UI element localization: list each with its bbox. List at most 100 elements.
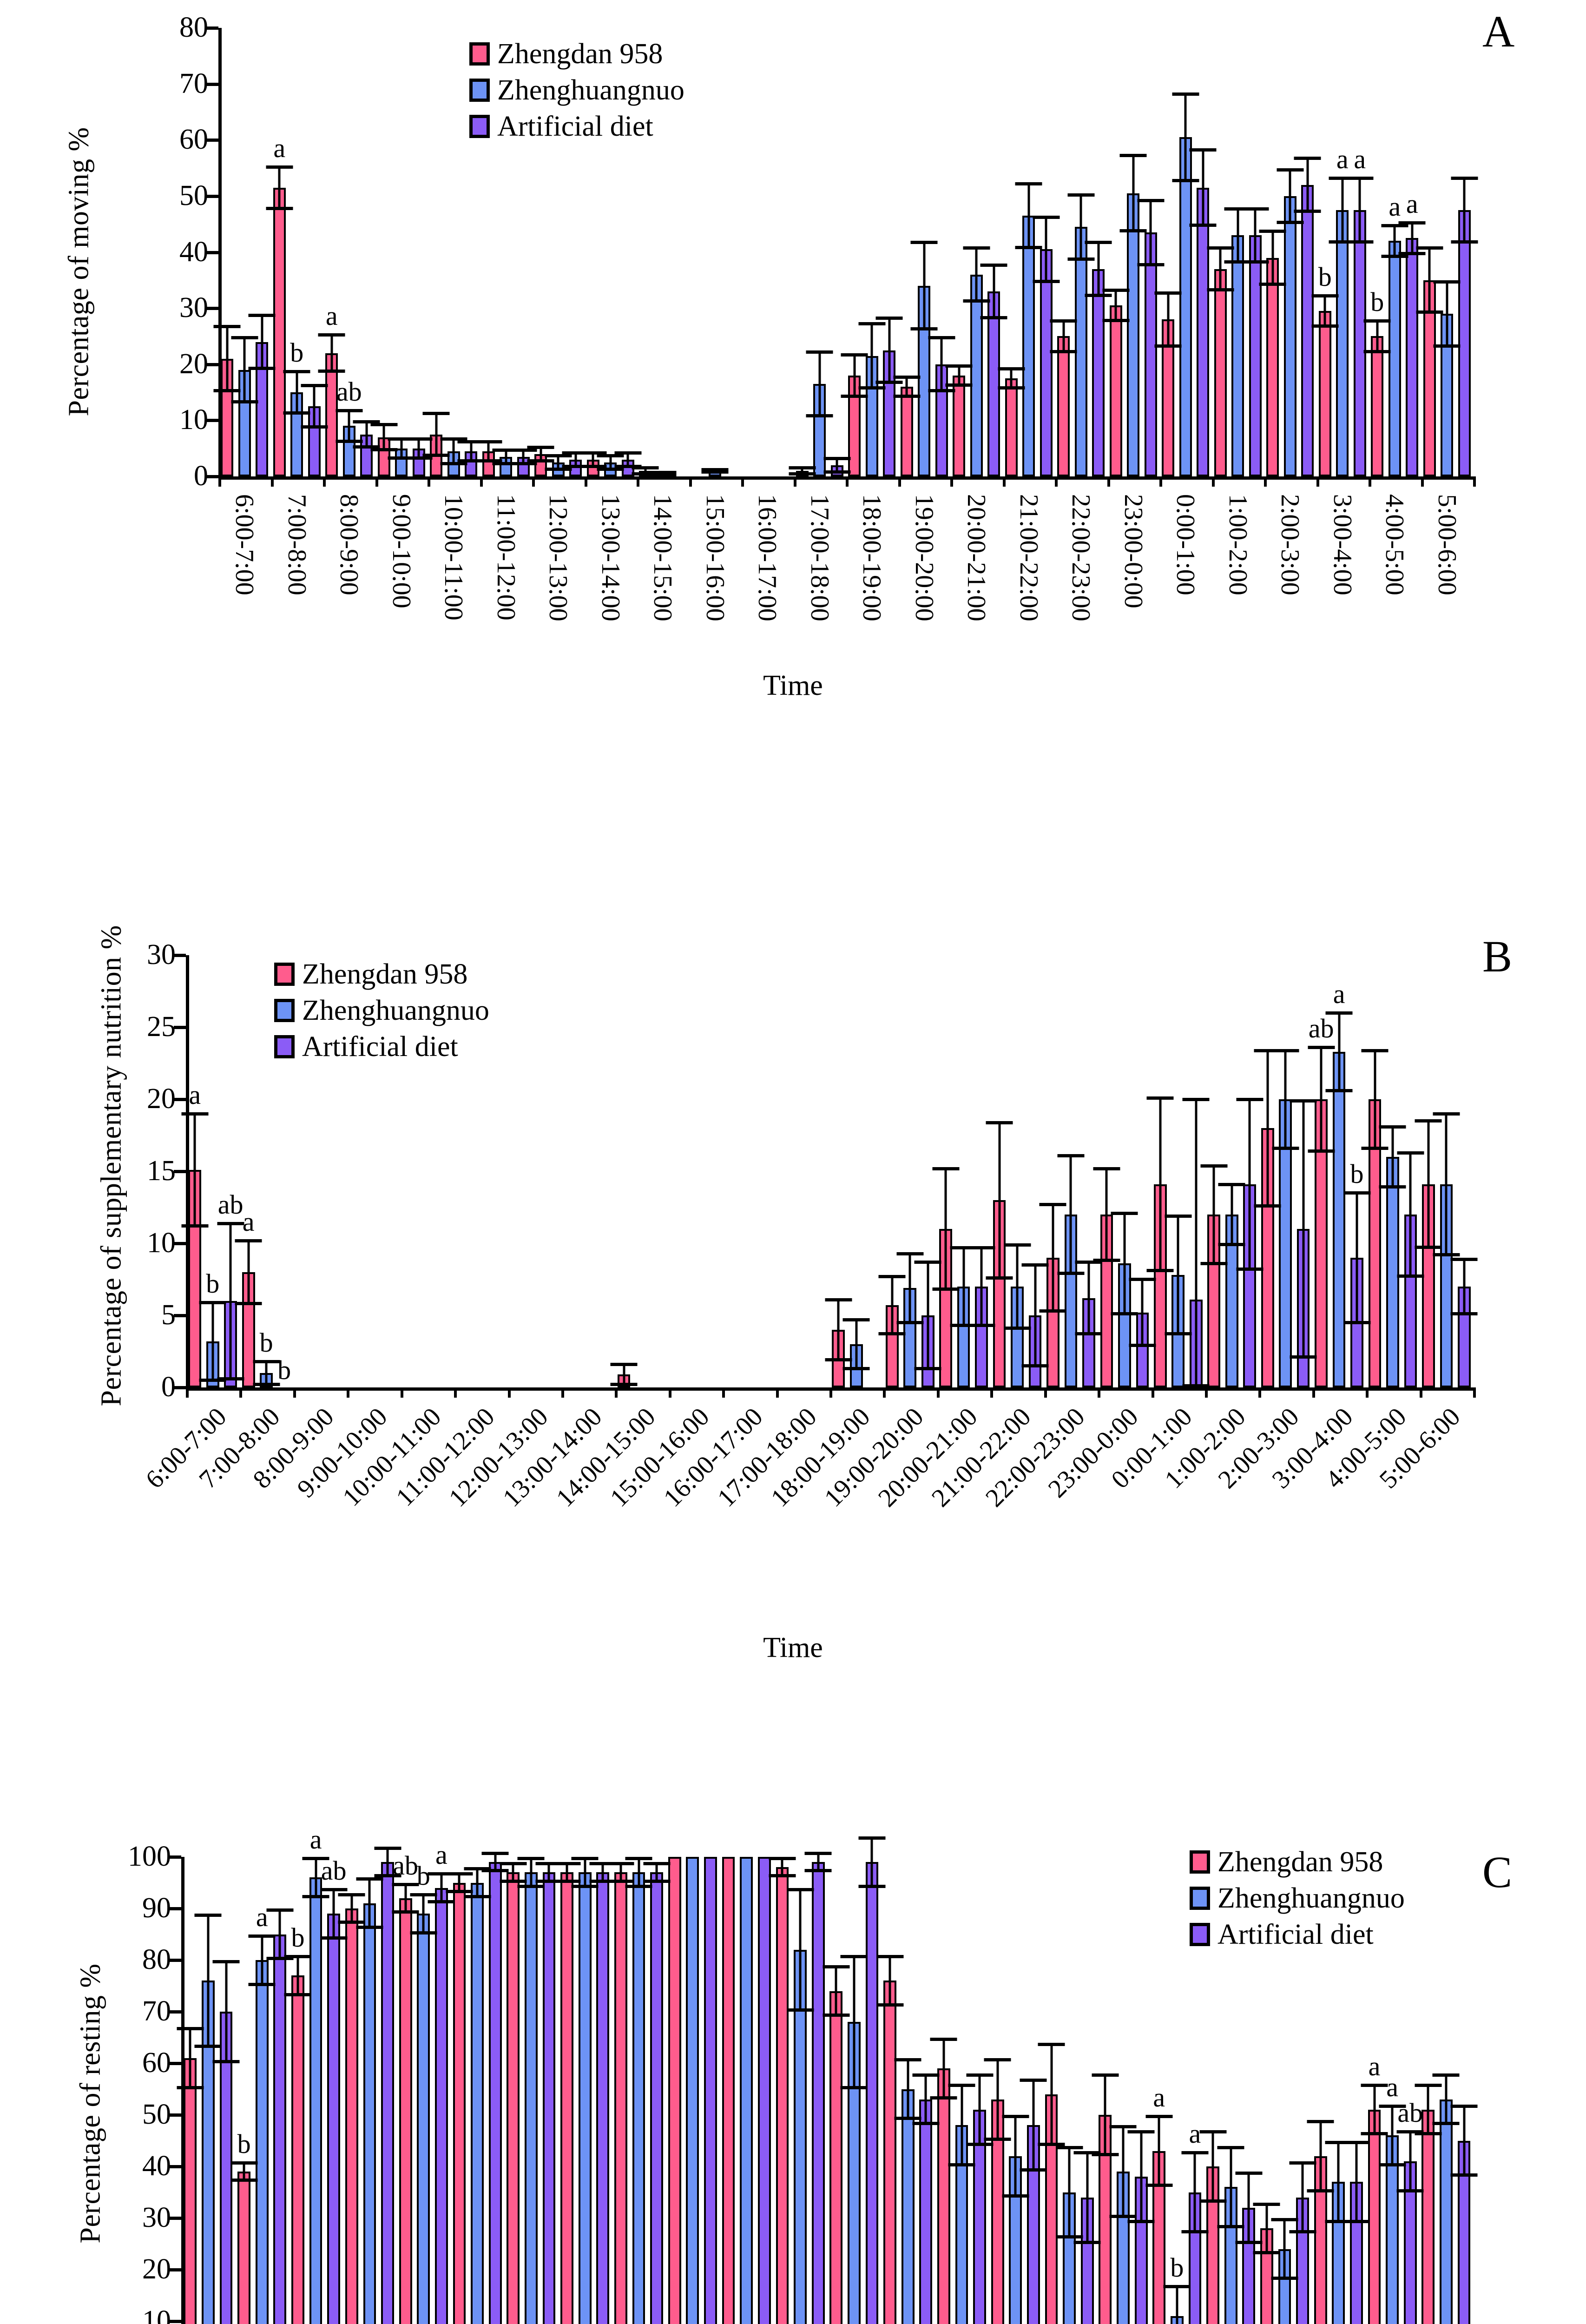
error-cap-top <box>1311 294 1339 297</box>
bar[interactable] <box>829 1991 843 2324</box>
bar[interactable] <box>507 1872 520 2324</box>
bar[interactable] <box>325 353 338 476</box>
bar[interactable] <box>453 1882 466 2324</box>
x-axis-tick <box>1264 476 1267 487</box>
bar[interactable] <box>722 1857 735 2324</box>
bar[interactable] <box>987 291 1000 476</box>
bar[interactable] <box>1336 210 1349 476</box>
bar[interactable] <box>704 1857 717 2324</box>
bar-slot <box>517 1857 545 2324</box>
bar[interactable] <box>1231 235 1244 476</box>
bar[interactable] <box>1301 185 1314 476</box>
bar[interactable] <box>993 1200 1006 1387</box>
bar[interactable] <box>399 1898 412 2324</box>
bar[interactable] <box>813 383 826 476</box>
bar-slot <box>543 955 561 1387</box>
error-bar <box>1272 1049 1299 1150</box>
bar[interactable] <box>1243 1184 1257 1387</box>
bar[interactable] <box>865 1862 879 2324</box>
bar[interactable] <box>1440 2099 1453 2324</box>
bar[interactable] <box>1353 210 1366 476</box>
bar[interactable] <box>650 1872 664 2324</box>
error-cap-bottom <box>1093 1259 1120 1262</box>
bar-group <box>1259 28 1321 476</box>
bar[interactable] <box>1386 2135 1399 2324</box>
bar[interactable] <box>560 1872 573 2324</box>
bar[interactable] <box>1022 216 1035 476</box>
bar[interactable] <box>953 375 966 476</box>
error-cap-top <box>878 1275 906 1279</box>
bar[interactable] <box>488 1862 502 2324</box>
bar[interactable] <box>1332 1051 1346 1387</box>
bar[interactable] <box>1283 196 1296 476</box>
bar[interactable] <box>1109 305 1122 476</box>
bar[interactable] <box>1092 269 1105 476</box>
bar[interactable] <box>363 1903 376 2324</box>
bar[interactable] <box>776 1867 789 2324</box>
bar[interactable] <box>1421 2109 1435 2324</box>
bar[interactable] <box>417 1914 430 2324</box>
bar[interactable] <box>668 1857 681 2324</box>
bar[interactable] <box>1386 1157 1399 1387</box>
bar[interactable] <box>273 187 286 476</box>
bar[interactable] <box>919 2099 933 2324</box>
bar-slot <box>1111 955 1138 1387</box>
bar[interactable] <box>471 1882 484 2324</box>
bar-slot <box>776 955 794 1387</box>
bar[interactable] <box>291 1975 304 2324</box>
bar[interactable] <box>219 2012 233 2324</box>
bar[interactable] <box>1206 2166 1219 2324</box>
bar[interactable] <box>1404 1215 1417 1387</box>
bar[interactable] <box>1458 210 1471 476</box>
bar[interactable] <box>524 1872 538 2324</box>
bar[interactable] <box>395 448 408 476</box>
bar[interactable] <box>184 2058 197 2324</box>
bar[interactable] <box>596 1872 610 2324</box>
bar[interactable] <box>327 1914 341 2324</box>
bar[interactable] <box>345 1908 358 2324</box>
bar[interactable] <box>1214 269 1227 476</box>
bar[interactable] <box>632 1872 645 2324</box>
bar[interactable] <box>237 2172 251 2324</box>
bar[interactable] <box>578 1872 592 2324</box>
bar[interactable] <box>1040 249 1053 476</box>
bar[interactable] <box>686 1857 699 2324</box>
bar[interactable] <box>1057 336 1070 476</box>
bar[interactable] <box>309 1877 322 2324</box>
bar[interactable] <box>1371 336 1384 476</box>
bar[interactable] <box>1144 232 1157 476</box>
bar[interactable] <box>255 1960 269 2324</box>
bar[interactable] <box>1118 1263 1131 1387</box>
bar[interactable] <box>811 1862 825 2324</box>
bar[interactable] <box>434 1888 448 2324</box>
bar[interactable] <box>1266 257 1279 476</box>
error-cap-bottom <box>968 1323 995 1327</box>
bar[interactable] <box>381 1862 394 2324</box>
bar[interactable] <box>1388 241 1401 476</box>
bar[interactable] <box>740 1857 753 2324</box>
bar[interactable] <box>1368 2109 1381 2324</box>
bar[interactable] <box>1179 137 1192 476</box>
error-bar <box>562 451 589 468</box>
error-bar <box>945 364 973 387</box>
bar[interactable] <box>970 274 983 476</box>
bar[interactable] <box>900 387 913 476</box>
bar[interactable] <box>883 1981 896 2324</box>
bar[interactable] <box>794 1949 807 2324</box>
bar[interactable] <box>1197 187 1210 476</box>
bar[interactable] <box>1318 311 1331 476</box>
bar[interactable] <box>1005 378 1018 476</box>
bar[interactable] <box>273 1934 287 2324</box>
bar[interactable] <box>937 2068 950 2324</box>
bar[interactable] <box>308 406 321 476</box>
bar[interactable] <box>614 1872 627 2324</box>
y-axis-tick <box>169 2062 181 2065</box>
bar[interactable] <box>221 358 234 476</box>
bar[interactable] <box>1127 193 1140 476</box>
bar[interactable] <box>542 1872 556 2324</box>
bar[interactable] <box>1406 238 1419 476</box>
bar[interactable] <box>1249 235 1262 476</box>
bar-slot <box>490 955 507 1387</box>
bar[interactable] <box>757 1857 771 2324</box>
bar[interactable] <box>975 1287 988 1387</box>
